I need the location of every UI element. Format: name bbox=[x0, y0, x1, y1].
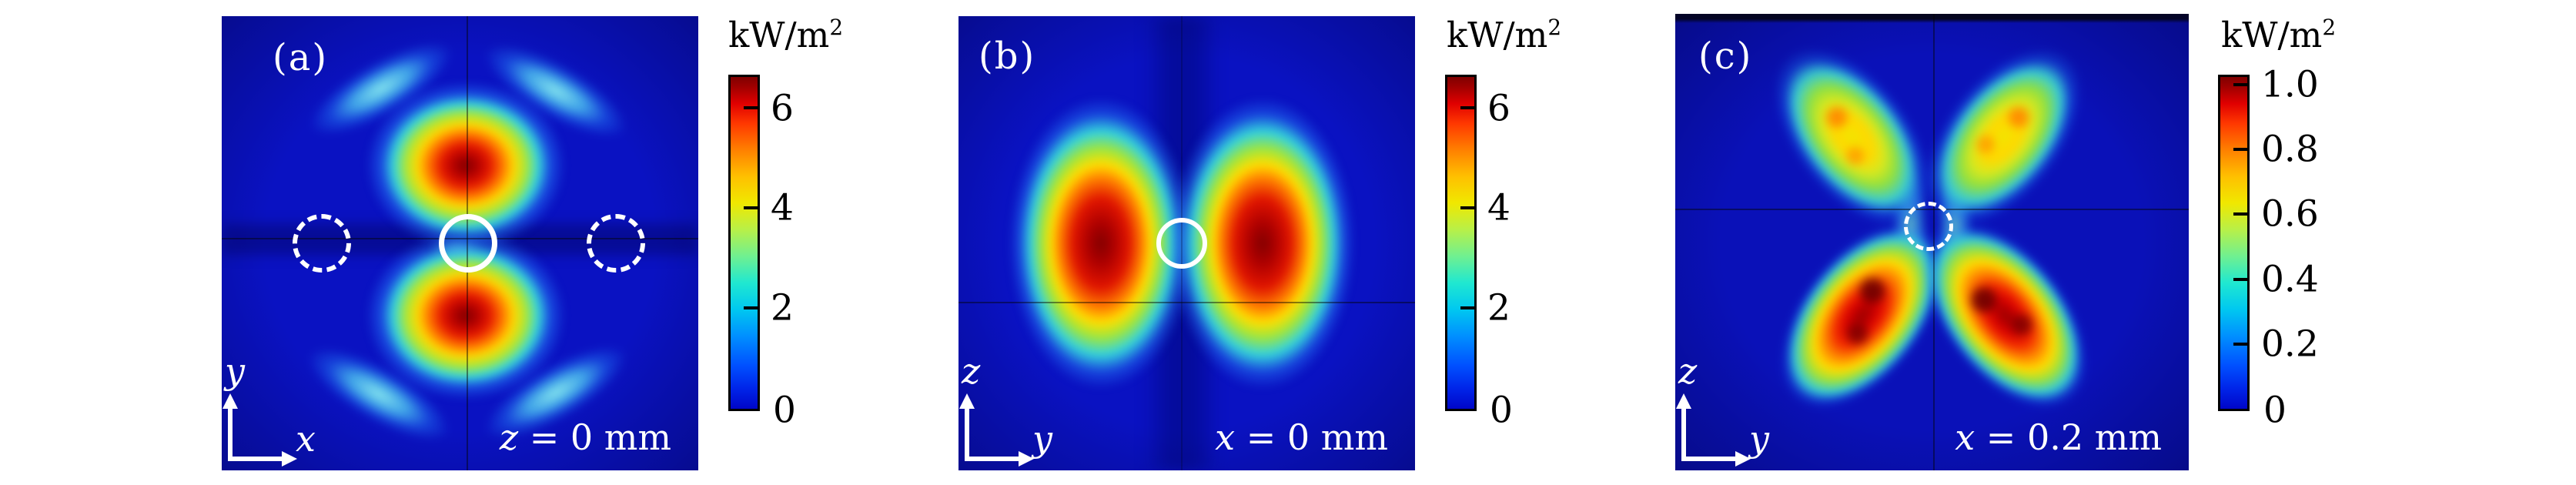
colorbar-b-ticklabel: 4 bbox=[1487, 186, 1510, 229]
horizontal-axis-line bbox=[1681, 457, 1737, 461]
node-circle-right bbox=[587, 214, 645, 273]
heatmap-panel-c: (c) z y x = 0.2 mm bbox=[1675, 14, 2189, 470]
trap-circle-dashed bbox=[1904, 202, 1953, 251]
crosshair-horizontal bbox=[958, 302, 1415, 303]
colorbar-b-tickmark bbox=[1460, 306, 1474, 309]
vertical-axis-line bbox=[965, 407, 969, 461]
colorbar-a-tickmark bbox=[744, 206, 758, 209]
panel-label-c: (c) bbox=[1698, 35, 1753, 78]
axis-indicator-a: y x bbox=[222, 350, 337, 470]
colorbar-b-ticklabel: 2 bbox=[1487, 286, 1510, 329]
vertical-axis-label: z bbox=[962, 350, 981, 392]
colorbar-b-unit: kW/m2 bbox=[1447, 15, 1562, 55]
colorbar-a-tickmark bbox=[744, 306, 758, 309]
colorbar-c-tickmark bbox=[2233, 343, 2247, 346]
vertical-axis-arrowhead-icon bbox=[1676, 393, 1691, 409]
axis-indicator-c: z y bbox=[1675, 350, 1791, 470]
horizontal-axis-line bbox=[965, 457, 1020, 461]
trap-circle-center bbox=[439, 214, 497, 273]
colorbar-c-tickmark bbox=[2233, 278, 2247, 281]
horizontal-axis-line bbox=[228, 457, 283, 461]
vertical-axis-label: y bbox=[225, 350, 245, 392]
heatmap-panel-b: (b) z y x = 0 mm bbox=[958, 16, 1415, 470]
colorbar-a-unit: kW/m2 bbox=[728, 15, 844, 55]
panel-label-a: (a) bbox=[273, 36, 329, 79]
colorbar-c-ticklabel: 0.4 bbox=[2261, 258, 2319, 301]
panel-label-b: (b) bbox=[979, 35, 1036, 78]
colorbar-b-tickmark bbox=[1460, 206, 1474, 209]
heatmap-panel-a: (a) y x z = 0 mm bbox=[222, 16, 698, 470]
horizontal-axis-label: y bbox=[1749, 418, 1769, 460]
node-circle-left bbox=[293, 214, 351, 273]
colorbar-b-tickmark bbox=[1460, 106, 1474, 109]
colorbar-c-ticklabel: 0 bbox=[2263, 389, 2287, 432]
colorbar-b-ticklabel: 6 bbox=[1487, 87, 1510, 130]
colorbar-c-ticklabel: 0.8 bbox=[2261, 128, 2319, 171]
vertical-axis-line bbox=[1681, 407, 1686, 461]
colorbar-c-ticklabel: 0.6 bbox=[2261, 192, 2319, 236]
vertical-axis-arrowhead-icon bbox=[222, 393, 238, 409]
colorbar-a-tickmark bbox=[744, 106, 758, 109]
top-dark-strip bbox=[1675, 14, 2189, 23]
colorbar-c-tickmark bbox=[2233, 212, 2247, 216]
colorbar-c bbox=[2218, 75, 2250, 411]
horizontal-axis-arrowhead-icon bbox=[282, 451, 297, 467]
colorbar-b bbox=[1445, 75, 1477, 411]
slice-caption-b: x = 0 mm bbox=[1215, 416, 1388, 458]
colorbar-a-ticklabel: 4 bbox=[771, 186, 794, 229]
vertical-axis-arrowhead-icon bbox=[959, 393, 975, 409]
colorbar-a-ticklabel: 6 bbox=[771, 87, 794, 130]
horizontal-axis-label: y bbox=[1032, 418, 1052, 460]
vertical-axis-label: z bbox=[1678, 350, 1698, 392]
colorbar-c-unit: kW/m2 bbox=[2221, 15, 2337, 55]
vertical-axis-line bbox=[228, 407, 233, 461]
trap-circle-center bbox=[1156, 218, 1207, 269]
colorbar-c-ticklabel: 0.2 bbox=[2261, 323, 2319, 366]
slice-caption-a: z = 0 mm bbox=[499, 416, 671, 458]
colorbar-b-ticklabel: 0 bbox=[1490, 389, 1513, 432]
colorbar-a-ticklabel: 0 bbox=[773, 389, 796, 432]
colorbar-c-tickmark bbox=[2233, 148, 2247, 151]
colorbar-a-ticklabel: 2 bbox=[771, 286, 794, 329]
colorbar-c-ticklabel: 1.0 bbox=[2261, 63, 2319, 106]
axis-indicator-b: z y bbox=[958, 350, 1074, 470]
colorbar-c-tickmark bbox=[2233, 83, 2247, 86]
horizontal-axis-arrowhead-icon bbox=[1019, 451, 1034, 467]
slice-caption-c: x = 0.2 mm bbox=[1955, 416, 2162, 458]
colorbar-a bbox=[728, 75, 760, 411]
horizontal-axis-label: x bbox=[296, 418, 316, 460]
horizontal-axis-arrowhead-icon bbox=[1735, 451, 1751, 467]
